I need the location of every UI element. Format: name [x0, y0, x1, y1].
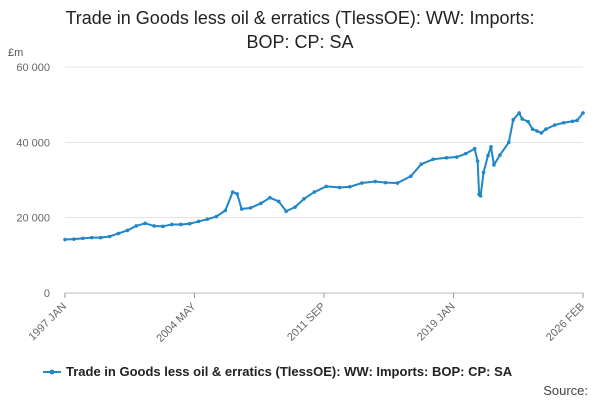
- data-point: [324, 184, 329, 189]
- data-point: [248, 206, 253, 210]
- y-tick-label: 60 000: [16, 62, 50, 74]
- y-tick-label: 20 000: [16, 213, 50, 225]
- data-point: [302, 197, 306, 201]
- data-point: [539, 131, 544, 135]
- data-point: [284, 209, 288, 214]
- data-point: [107, 234, 112, 239]
- data-point: [268, 195, 272, 200]
- x-tick-label: 2026 FEB: [544, 301, 587, 344]
- data-point: [72, 237, 76, 241]
- data-point: [373, 179, 378, 184]
- data-point: [230, 190, 235, 194]
- data-point: [293, 205, 297, 209]
- y-axis-unit-label: £m: [8, 47, 23, 59]
- data-point: [360, 181, 364, 185]
- series-line: [64, 111, 584, 241]
- data-point: [223, 208, 228, 213]
- data-point: [187, 221, 192, 226]
- data-point: [235, 192, 239, 196]
- data-point: [455, 155, 459, 159]
- data-point: [214, 214, 219, 219]
- data-point: [431, 157, 435, 162]
- chart-title-line-2: BOP: CP: SA: [246, 32, 354, 52]
- data-point: [348, 184, 352, 189]
- y-tick-label: 40 000: [16, 137, 50, 149]
- data-point: [116, 231, 121, 236]
- data-point: [475, 159, 480, 163]
- data-point: [444, 155, 449, 160]
- data-point: [511, 117, 516, 122]
- source-label: Source:: [543, 383, 588, 398]
- data-point: [259, 201, 263, 206]
- data-point: [205, 217, 210, 221]
- data-point: [89, 235, 94, 240]
- chart-title: Trade in Goods less oil & erratics (Tles…: [0, 6, 600, 54]
- data-point: [517, 111, 521, 115]
- data-point: [419, 162, 424, 166]
- data-point: [81, 236, 85, 241]
- data-point: [143, 221, 147, 226]
- x-tick-label: 2019 JAN: [415, 301, 458, 344]
- data-point: [492, 163, 496, 167]
- data-point: [575, 118, 579, 123]
- data-point: [570, 119, 575, 124]
- data-point: [337, 185, 342, 190]
- data-point: [481, 170, 486, 175]
- data-point: [196, 219, 201, 224]
- data-point: [63, 237, 67, 242]
- data-point: [520, 117, 524, 121]
- data-point: [486, 153, 490, 158]
- data-point: [526, 119, 530, 124]
- data-point: [134, 224, 139, 228]
- legend: Trade in Goods less oil & erratics (Tles…: [42, 364, 512, 379]
- x-axis: 1997 JAN 2004 MAY 2011 SEP 2019 JAN 2026 FEB: [26, 293, 587, 345]
- data-point: [395, 181, 400, 185]
- data-point: [478, 194, 483, 198]
- data-point: [463, 151, 468, 156]
- data-point: [498, 153, 502, 157]
- data-point: [552, 123, 557, 127]
- data-point: [276, 199, 281, 204]
- plot-area: [63, 111, 585, 242]
- data-point: [178, 222, 183, 227]
- data-point: [530, 127, 535, 131]
- data-point: [409, 174, 413, 179]
- y-axis: 0 20 000 40 000 60 000: [16, 62, 50, 300]
- gridlines: [65, 66, 583, 294]
- x-tick-label: 2011 SEP: [285, 301, 328, 344]
- data-point: [506, 140, 511, 145]
- x-tick-label: 1997 JAN: [26, 301, 69, 344]
- data-point: [170, 222, 174, 227]
- data-point: [581, 111, 585, 115]
- data-point: [383, 180, 388, 185]
- data-point: [561, 120, 566, 125]
- data-point: [152, 224, 156, 228]
- legend-series-swatch: [43, 369, 61, 374]
- data-point: [535, 129, 539, 133]
- x-tick-label: 2004 MAY: [154, 300, 199, 345]
- data-point: [544, 127, 548, 131]
- chart-title-line-1: Trade in Goods less oil & erratics (Tles…: [65, 8, 535, 28]
- y-tick-label: 0: [44, 288, 50, 300]
- data-point: [98, 235, 103, 240]
- data-point: [125, 228, 130, 233]
- legend-series-label: Trade in Goods less oil & erratics (Tles…: [66, 364, 513, 379]
- data-point: [161, 224, 165, 229]
- data-point: [472, 146, 477, 151]
- data-point: [312, 190, 317, 194]
- data-point: [489, 145, 493, 149]
- data-point: [239, 207, 244, 211]
